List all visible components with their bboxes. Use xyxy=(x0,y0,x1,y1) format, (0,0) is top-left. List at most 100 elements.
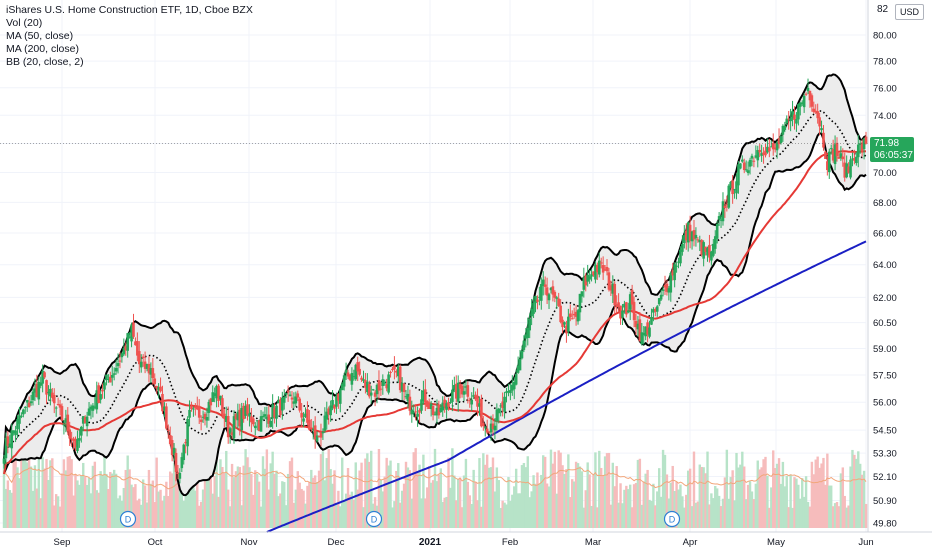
candle-body xyxy=(83,417,87,424)
candle-body xyxy=(657,298,661,305)
dividend-marker[interactable]: D xyxy=(365,510,383,528)
candle-body xyxy=(534,295,537,304)
volume-bar xyxy=(37,456,40,528)
candle-body xyxy=(625,302,628,315)
candle-body xyxy=(578,293,582,313)
volume-bar xyxy=(265,449,269,528)
volume-bar xyxy=(843,495,846,528)
candle-body xyxy=(277,400,280,404)
candle-body xyxy=(793,114,796,120)
volume-bar xyxy=(847,505,850,528)
volume-bar xyxy=(105,473,108,528)
volume-bar xyxy=(596,507,599,528)
candle-body xyxy=(311,428,315,430)
candle-body xyxy=(74,438,77,448)
volume-bar xyxy=(101,474,104,528)
volume-bar xyxy=(758,469,761,528)
volume-bar xyxy=(638,458,642,528)
volume-bar xyxy=(756,460,759,528)
candle-body xyxy=(737,164,740,186)
candle-body xyxy=(126,333,129,351)
price-tick-label: 54.50 xyxy=(873,426,897,437)
candle-body xyxy=(157,386,160,391)
volume-bar xyxy=(109,471,112,528)
volume-bar xyxy=(818,467,821,528)
candle-body xyxy=(182,444,186,461)
chart-title[interactable]: iShares U.S. Home Construction ETF, 1D, … xyxy=(6,4,253,16)
time-tick-label: Mar xyxy=(585,537,601,548)
volume-bar xyxy=(648,499,651,528)
candle-body xyxy=(853,158,856,161)
candle-body xyxy=(414,411,417,413)
dividend-marker[interactable]: D xyxy=(119,510,137,528)
volume-bar xyxy=(744,499,748,528)
price-axis[interactable]: 80.0078.0076.0074.0072.0070.0068.0066.00… xyxy=(873,31,897,530)
candle-body xyxy=(87,408,91,416)
candle-body xyxy=(860,142,864,152)
candle-body xyxy=(454,383,458,399)
candle-body xyxy=(789,118,792,122)
volume-bar xyxy=(294,489,298,528)
volume-bar xyxy=(259,506,263,528)
volume-bar xyxy=(244,449,247,528)
volume-bar xyxy=(24,459,27,528)
candle-body xyxy=(41,370,44,384)
candle-body xyxy=(659,294,663,300)
candle-body xyxy=(820,128,823,131)
candle-body xyxy=(480,398,483,427)
candle-body xyxy=(841,156,845,160)
candle-body xyxy=(358,368,361,375)
volume-bar xyxy=(592,474,595,528)
volume-bar xyxy=(91,465,95,528)
candle-body xyxy=(226,416,230,438)
candle-body xyxy=(282,396,286,403)
bar-countdown: 06:05:37 xyxy=(874,150,913,161)
legend-ma200[interactable]: MA (200, close) xyxy=(6,43,79,55)
volume-bar xyxy=(151,480,155,528)
dividend-marker[interactable]: D xyxy=(663,510,681,528)
volume-bar xyxy=(327,449,330,528)
candle-body xyxy=(636,323,640,330)
volume-bar xyxy=(669,482,672,528)
legend-bollinger[interactable]: BB (20, close, 2) xyxy=(6,56,84,68)
candle-body xyxy=(340,383,344,391)
candle-body xyxy=(68,429,72,439)
candle-body xyxy=(669,272,673,293)
candle-body xyxy=(89,406,93,410)
candle-body xyxy=(559,305,562,323)
candle-body xyxy=(184,441,187,444)
volume-bar xyxy=(51,458,54,528)
legend-volume[interactable]: Vol (20) xyxy=(6,17,43,29)
candle-body xyxy=(33,388,37,393)
volume-bar xyxy=(841,467,845,528)
candle-body xyxy=(70,438,73,440)
currency-badge[interactable]: USD xyxy=(895,4,924,20)
time-tick-label: Dec xyxy=(328,537,345,548)
volume-bar xyxy=(234,471,238,528)
volume-bar xyxy=(223,473,226,528)
volume-bar xyxy=(563,473,566,528)
candle-body xyxy=(122,348,126,355)
legend-ma50[interactable]: MA (50, close) xyxy=(6,30,74,42)
candle-body xyxy=(839,153,843,159)
volume-bar xyxy=(257,481,261,528)
candle-body xyxy=(766,146,769,153)
volume-bar xyxy=(190,473,193,528)
volume-bar xyxy=(636,459,640,528)
volume-bar xyxy=(513,486,516,528)
time-axis[interactable]: Sep Oct Nov Dec 2021 Feb Mar Apr May Jun xyxy=(54,537,874,548)
volume-bar xyxy=(514,468,518,528)
candle-body xyxy=(43,372,46,378)
candle-body xyxy=(849,159,852,178)
volume-bar xyxy=(671,465,674,528)
volume-bar xyxy=(601,475,605,528)
volume-bar xyxy=(567,454,570,528)
candle-body xyxy=(570,318,574,320)
volume-bar xyxy=(478,458,481,528)
candle-body xyxy=(134,341,137,346)
candle-body xyxy=(524,334,528,339)
volume-bar xyxy=(174,460,178,528)
volume-bar xyxy=(824,484,827,528)
